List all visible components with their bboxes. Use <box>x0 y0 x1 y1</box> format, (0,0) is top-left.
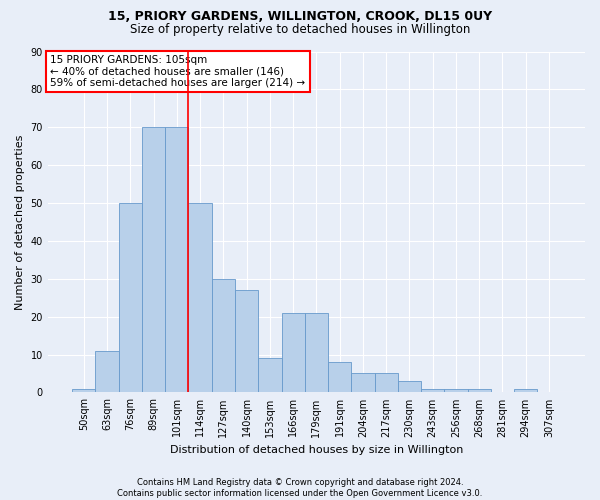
Bar <box>188 203 212 392</box>
Bar <box>212 279 235 392</box>
Bar <box>258 358 281 392</box>
Bar <box>72 388 95 392</box>
Bar <box>305 313 328 392</box>
X-axis label: Distribution of detached houses by size in Willington: Distribution of detached houses by size … <box>170 445 463 455</box>
Bar <box>142 128 165 392</box>
Bar <box>398 381 421 392</box>
Bar <box>235 290 258 392</box>
Bar <box>351 374 374 392</box>
Bar <box>374 374 398 392</box>
Text: 15, PRIORY GARDENS, WILLINGTON, CROOK, DL15 0UY: 15, PRIORY GARDENS, WILLINGTON, CROOK, D… <box>108 10 492 23</box>
Bar <box>328 362 351 392</box>
Text: 15 PRIORY GARDENS: 105sqm
← 40% of detached houses are smaller (146)
59% of semi: 15 PRIORY GARDENS: 105sqm ← 40% of detac… <box>50 55 305 88</box>
Bar <box>514 388 538 392</box>
Bar <box>445 388 467 392</box>
Text: Size of property relative to detached houses in Willington: Size of property relative to detached ho… <box>130 22 470 36</box>
Bar <box>95 351 119 393</box>
Bar <box>281 313 305 392</box>
Bar <box>165 128 188 392</box>
Y-axis label: Number of detached properties: Number of detached properties <box>15 134 25 310</box>
Bar <box>119 203 142 392</box>
Bar <box>421 388 445 392</box>
Bar <box>467 388 491 392</box>
Text: Contains HM Land Registry data © Crown copyright and database right 2024.
Contai: Contains HM Land Registry data © Crown c… <box>118 478 482 498</box>
